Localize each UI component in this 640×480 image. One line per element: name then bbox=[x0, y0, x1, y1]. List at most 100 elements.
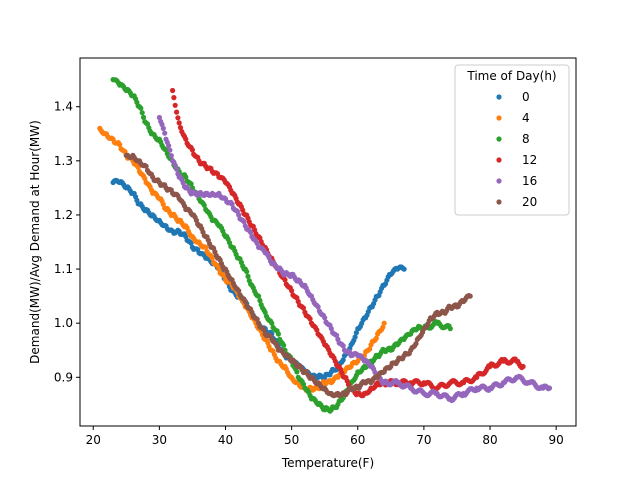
data-point bbox=[142, 175, 148, 182]
data-point bbox=[340, 343, 346, 349]
legend-marker bbox=[496, 136, 502, 142]
data-point bbox=[413, 341, 419, 347]
series-4 bbox=[97, 125, 387, 393]
data-point bbox=[189, 147, 195, 153]
data-point bbox=[183, 136, 189, 142]
legend: Time of Day(h) 0 4 8 12 16 20 bbox=[454, 64, 570, 216]
y-tick-label: 1.0 bbox=[54, 316, 73, 330]
series-0 bbox=[110, 177, 407, 382]
x-tick-label: 20 bbox=[86, 433, 101, 447]
data-point bbox=[380, 324, 386, 330]
data-point bbox=[300, 305, 307, 311]
data-point bbox=[177, 125, 184, 131]
data-point bbox=[172, 162, 178, 168]
data-point bbox=[249, 309, 255, 315]
axes: 20 30 40 50 60 70 80 900.91.01.11.21.31.4 bbox=[54, 57, 577, 447]
data-point bbox=[221, 273, 227, 279]
data-point bbox=[216, 266, 222, 272]
plot-frame bbox=[79, 57, 577, 427]
data-point bbox=[322, 315, 328, 321]
data-point bbox=[140, 114, 147, 120]
data-point bbox=[176, 120, 182, 126]
y-axis-label: Demand(MW)/Avg Demand at Hour(MW) bbox=[28, 120, 42, 364]
x-tick-label: 90 bbox=[549, 433, 564, 447]
data-point bbox=[353, 330, 359, 336]
data-point bbox=[171, 95, 177, 101]
data-point bbox=[257, 297, 263, 304]
data-point bbox=[156, 114, 162, 121]
legend-box bbox=[454, 64, 570, 216]
data-point bbox=[229, 201, 235, 207]
data-point bbox=[174, 109, 180, 115]
data-point bbox=[307, 316, 313, 322]
data-point bbox=[334, 332, 340, 338]
data-point bbox=[281, 342, 287, 348]
legend-marker bbox=[496, 199, 502, 205]
y-tick-label: 1.3 bbox=[54, 154, 73, 168]
legend-marker bbox=[496, 157, 502, 163]
legend-label: 0 bbox=[522, 90, 530, 104]
data-point bbox=[282, 277, 288, 283]
data-point bbox=[188, 181, 194, 187]
data-point bbox=[373, 335, 379, 341]
x-axis-label: Temperature(F) bbox=[281, 456, 374, 470]
data-point bbox=[340, 357, 346, 363]
x-tick-label: 50 bbox=[284, 433, 299, 447]
data-point bbox=[367, 346, 373, 352]
y-tick-label: 0.9 bbox=[54, 370, 73, 384]
data-point bbox=[314, 327, 320, 333]
data-point bbox=[295, 298, 301, 305]
data-point bbox=[139, 110, 145, 116]
data-point bbox=[242, 298, 248, 305]
data-point bbox=[254, 316, 260, 322]
data-point bbox=[183, 174, 189, 180]
plot-area bbox=[97, 77, 553, 414]
data-point bbox=[166, 143, 172, 149]
data-point bbox=[138, 105, 144, 111]
data-point bbox=[261, 327, 267, 333]
data-point bbox=[143, 163, 149, 169]
legend-label: 4 bbox=[522, 111, 530, 125]
data-point bbox=[315, 304, 321, 310]
data-point bbox=[168, 153, 174, 159]
data-point bbox=[172, 102, 178, 108]
data-point bbox=[289, 288, 295, 294]
data-point bbox=[300, 381, 307, 387]
y-tick-label: 1.4 bbox=[54, 100, 73, 114]
x-tick-label: 60 bbox=[350, 433, 365, 447]
legend-label: 8 bbox=[522, 132, 530, 146]
data-point bbox=[381, 320, 387, 326]
data-point bbox=[244, 269, 250, 275]
data-point bbox=[209, 255, 215, 261]
y-tick-label: 1.2 bbox=[54, 208, 73, 222]
legend-marker bbox=[496, 115, 502, 121]
data-point bbox=[269, 320, 275, 326]
data-point bbox=[467, 293, 473, 299]
data-point bbox=[236, 288, 242, 294]
data-point bbox=[546, 385, 553, 391]
data-point bbox=[203, 244, 209, 250]
data-point bbox=[201, 202, 207, 208]
legend-label: 16 bbox=[522, 174, 537, 188]
data-point bbox=[328, 326, 334, 332]
data-point bbox=[401, 266, 407, 272]
data-point bbox=[236, 212, 242, 218]
legend-title: Time of Day(h) bbox=[466, 69, 556, 83]
legend-label: 12 bbox=[522, 153, 537, 167]
data-point bbox=[294, 369, 300, 375]
data-point bbox=[174, 166, 180, 172]
data-point bbox=[254, 240, 260, 246]
x-tick-label: 70 bbox=[416, 433, 431, 447]
x-tick-label: 80 bbox=[482, 433, 497, 447]
data-point bbox=[256, 293, 262, 299]
x-tick-label: 40 bbox=[218, 433, 233, 447]
data-point bbox=[447, 326, 453, 332]
data-point bbox=[275, 331, 281, 337]
data-point bbox=[135, 164, 141, 170]
x-tick-label: 30 bbox=[152, 433, 167, 447]
data-point bbox=[117, 142, 123, 148]
data-point bbox=[167, 147, 173, 153]
data-point bbox=[245, 273, 251, 279]
legend-marker bbox=[496, 178, 502, 184]
